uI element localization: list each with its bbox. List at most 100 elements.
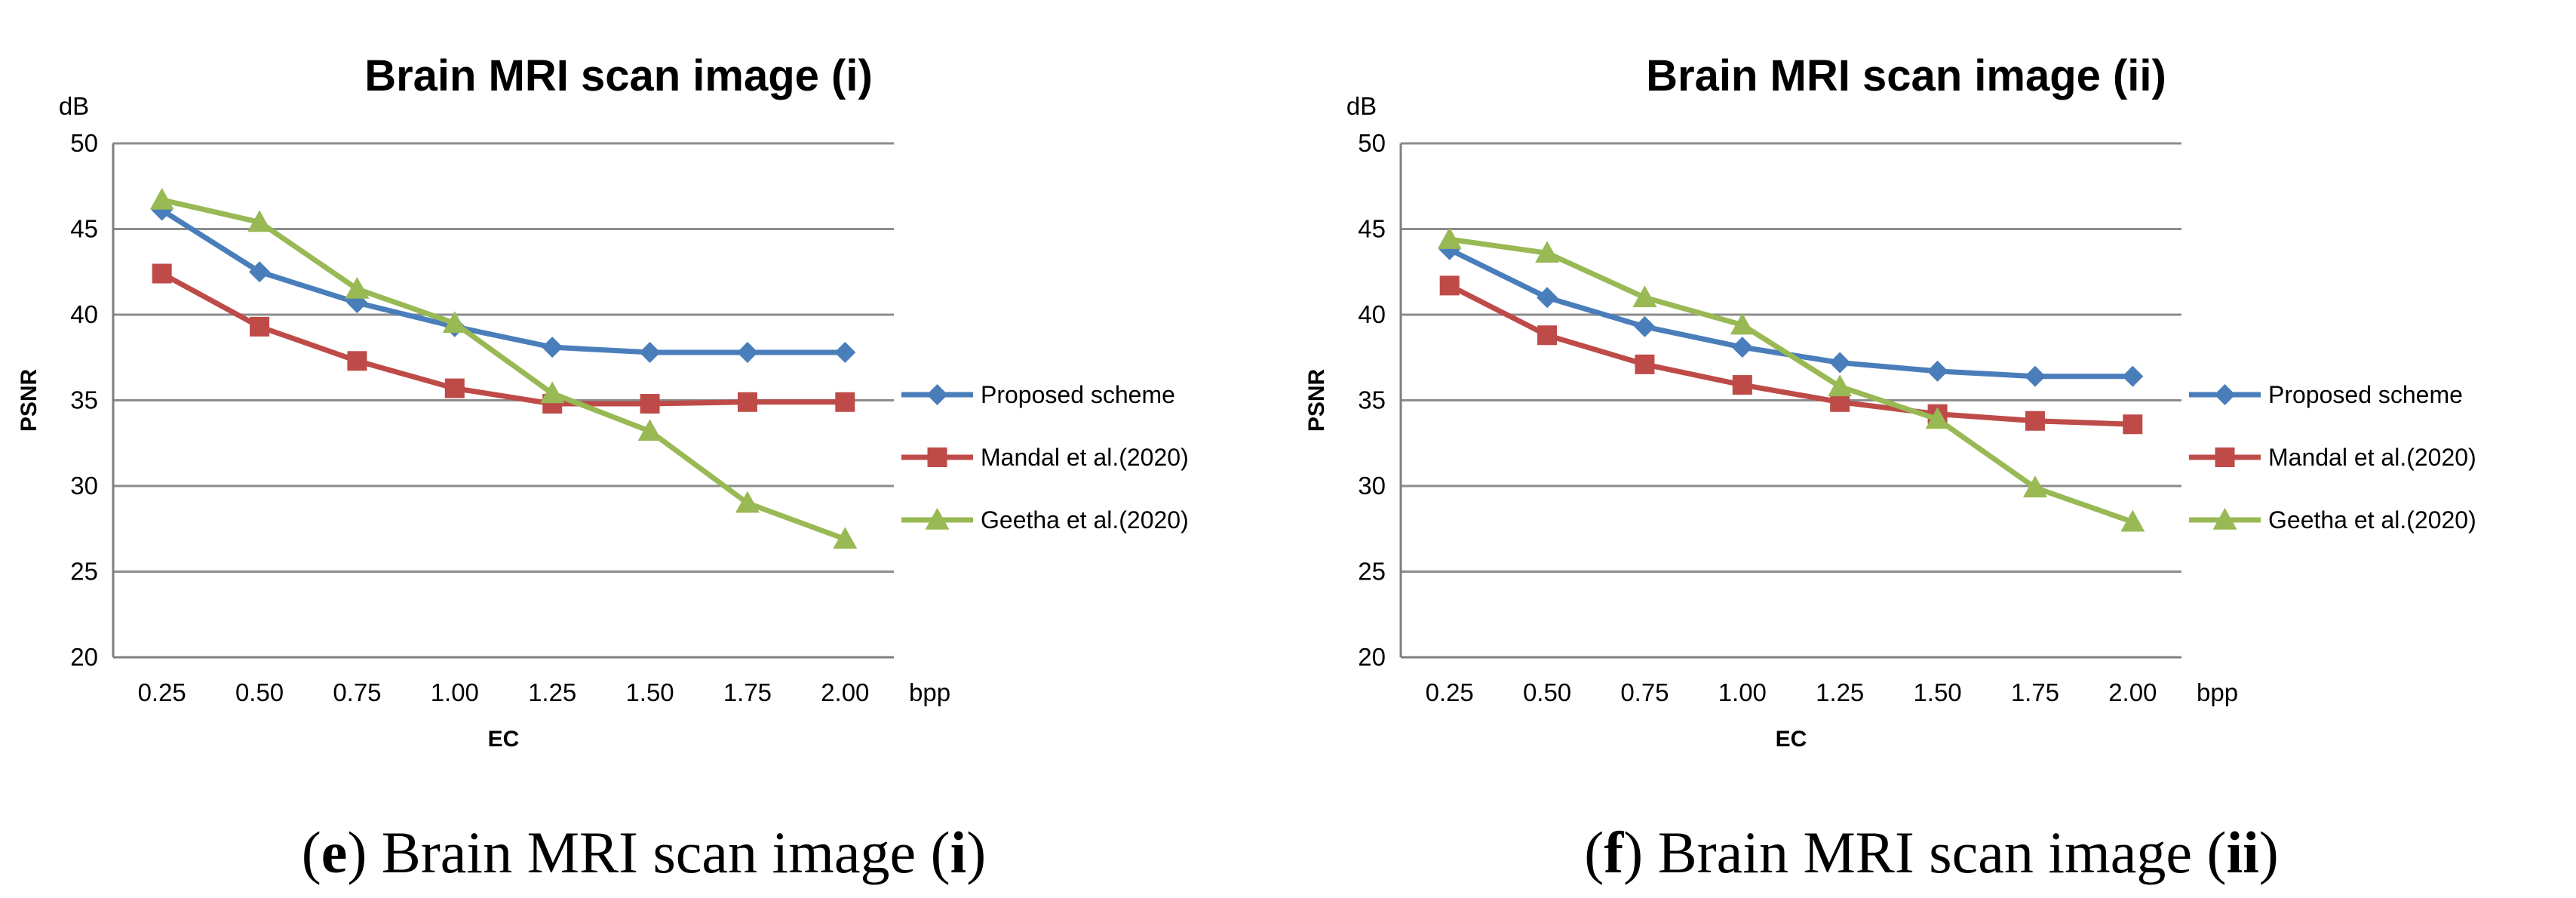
legend-label: Proposed scheme [2268, 381, 2463, 408]
chart-f: Brain MRI scan image (ii) 20 25 30 35 40 45 50 d… [1304, 51, 2476, 752]
caption-close: ) [966, 820, 987, 885]
caption-f: (f) Brain MRI scan image (ii) [1584, 820, 2279, 885]
x-unit-label: bpp [2197, 678, 2238, 706]
y-axis-label: PSNR [17, 368, 41, 432]
x-tick-label: 0.25 [1426, 678, 1474, 706]
x-tick-label: 0.25 [138, 678, 186, 706]
data-point [250, 316, 270, 337]
y-tick-label: 25 [70, 558, 98, 586]
x-tick-label: 1.00 [431, 678, 479, 706]
caption-letter: f [1604, 820, 1624, 885]
series-line [1448, 283, 2133, 427]
data-point [2122, 365, 2144, 387]
x-tick-label: 1.25 [528, 678, 576, 706]
series-line [160, 208, 846, 355]
y-tick-label: 35 [1358, 386, 1386, 414]
legend-label: Proposed scheme [981, 381, 1175, 408]
caption-text: ) Brain MRI scan image ( [1623, 820, 2227, 885]
y-tick-label: 20 [70, 643, 98, 671]
chart-title: Brain MRI scan image (ii) [1646, 51, 2166, 100]
data-point [736, 341, 758, 363]
data-point [1535, 241, 1560, 263]
x-tick-label: 0.50 [235, 678, 284, 706]
legend-label: Geetha et al.(2020) [981, 506, 1189, 534]
y-tick-label: 45 [1358, 215, 1386, 243]
x-tick-label: 0.50 [1523, 678, 1571, 706]
x-tick-label: 1.75 [723, 678, 772, 706]
data-point [1828, 374, 1853, 397]
x-tick-label: 1.75 [2011, 678, 2059, 706]
y-unit-label: dB [1346, 92, 1377, 120]
data-point [345, 276, 370, 299]
data-point [637, 419, 662, 441]
x-unit-label: bpp [909, 678, 950, 706]
data-point [834, 341, 856, 363]
data-point [1632, 285, 1657, 308]
data-point [1732, 375, 1752, 395]
legend-swatch-marker [926, 384, 948, 405]
data-point [2025, 411, 2045, 431]
chart-panel-f: Brain MRI scan image (ii) 20 25 30 35 40 45 50 d… [1288, 0, 2575, 898]
data-point [444, 378, 465, 398]
x-tick-label: 2.00 [821, 678, 869, 706]
series-line [161, 271, 846, 407]
data-point [737, 392, 757, 412]
data-point [2024, 365, 2046, 387]
x-tick-label: 2.00 [2108, 678, 2157, 706]
data-point [1635, 354, 1655, 374]
y-tick-label: 35 [70, 386, 98, 414]
data-point [2022, 475, 2047, 498]
data-point [1439, 275, 1460, 296]
data-point [1634, 315, 1656, 337]
x-tick-label: 1.25 [1816, 678, 1864, 706]
data-point [1829, 352, 1851, 374]
y-unit-label: dB [59, 92, 89, 120]
legend-swatch-marker [2215, 447, 2235, 467]
legend-swatch-marker [2214, 384, 2236, 405]
x-tick-label: 1.50 [1913, 678, 1961, 706]
y-tick-label: 50 [70, 129, 98, 157]
data-point [540, 381, 565, 404]
data-point [1927, 360, 1948, 382]
legend-swatch-marker [927, 447, 947, 467]
data-point [247, 210, 272, 232]
legend-swatch-marker [2212, 508, 2237, 530]
chart-panel-e: Brain MRI scan image (i) 20 25 30 35 40 45 50 dB… [17, 51, 1189, 885]
caption-roman: i [950, 820, 967, 885]
y-tick-label: 25 [1358, 558, 1386, 586]
data-point [2123, 414, 2143, 435]
x-axis-label: EC [488, 727, 520, 752]
caption-e: (e) Brain MRI scan image (i) [301, 820, 987, 885]
data-point [1537, 287, 1558, 309]
legend-label: Geetha et al.(2020) [2268, 506, 2476, 534]
caption-text: ) Brain MRI scan image ( [347, 820, 950, 885]
y-tick-label: 30 [1358, 472, 1386, 500]
y-axis-label: PSNR [1304, 368, 1329, 432]
data-point [639, 341, 661, 363]
data-point [1437, 227, 1462, 249]
data-point [1537, 325, 1558, 346]
y-tick-label: 45 [70, 215, 98, 243]
y-tick-label: 30 [70, 472, 98, 500]
data-point [735, 491, 760, 513]
caption-roman: ii [2226, 820, 2259, 885]
x-tick-label: 1.00 [1718, 678, 1767, 706]
data-point [347, 351, 367, 371]
x-tick-label: 0.75 [333, 678, 381, 706]
series-line [1449, 236, 2134, 524]
data-point [249, 261, 271, 283]
data-point [1730, 312, 1755, 335]
data-point [833, 527, 858, 549]
x-axis-label: EC [1776, 727, 1807, 752]
data-point [2120, 509, 2145, 532]
x-tick-label: 1.50 [625, 678, 674, 706]
data-point [149, 187, 174, 210]
y-tick-label: 40 [1358, 300, 1386, 328]
data-point [1731, 337, 1753, 358]
chart-e: Brain MRI scan image (i) 20 25 30 35 40 45 50 dB… [17, 51, 1189, 752]
series-line [161, 197, 846, 542]
legend-swatch-marker [925, 508, 950, 530]
chart-title: Brain MRI scan image (i) [364, 51, 873, 100]
legend-label: Mandal et al.(2020) [981, 444, 1189, 471]
data-point [835, 392, 855, 412]
